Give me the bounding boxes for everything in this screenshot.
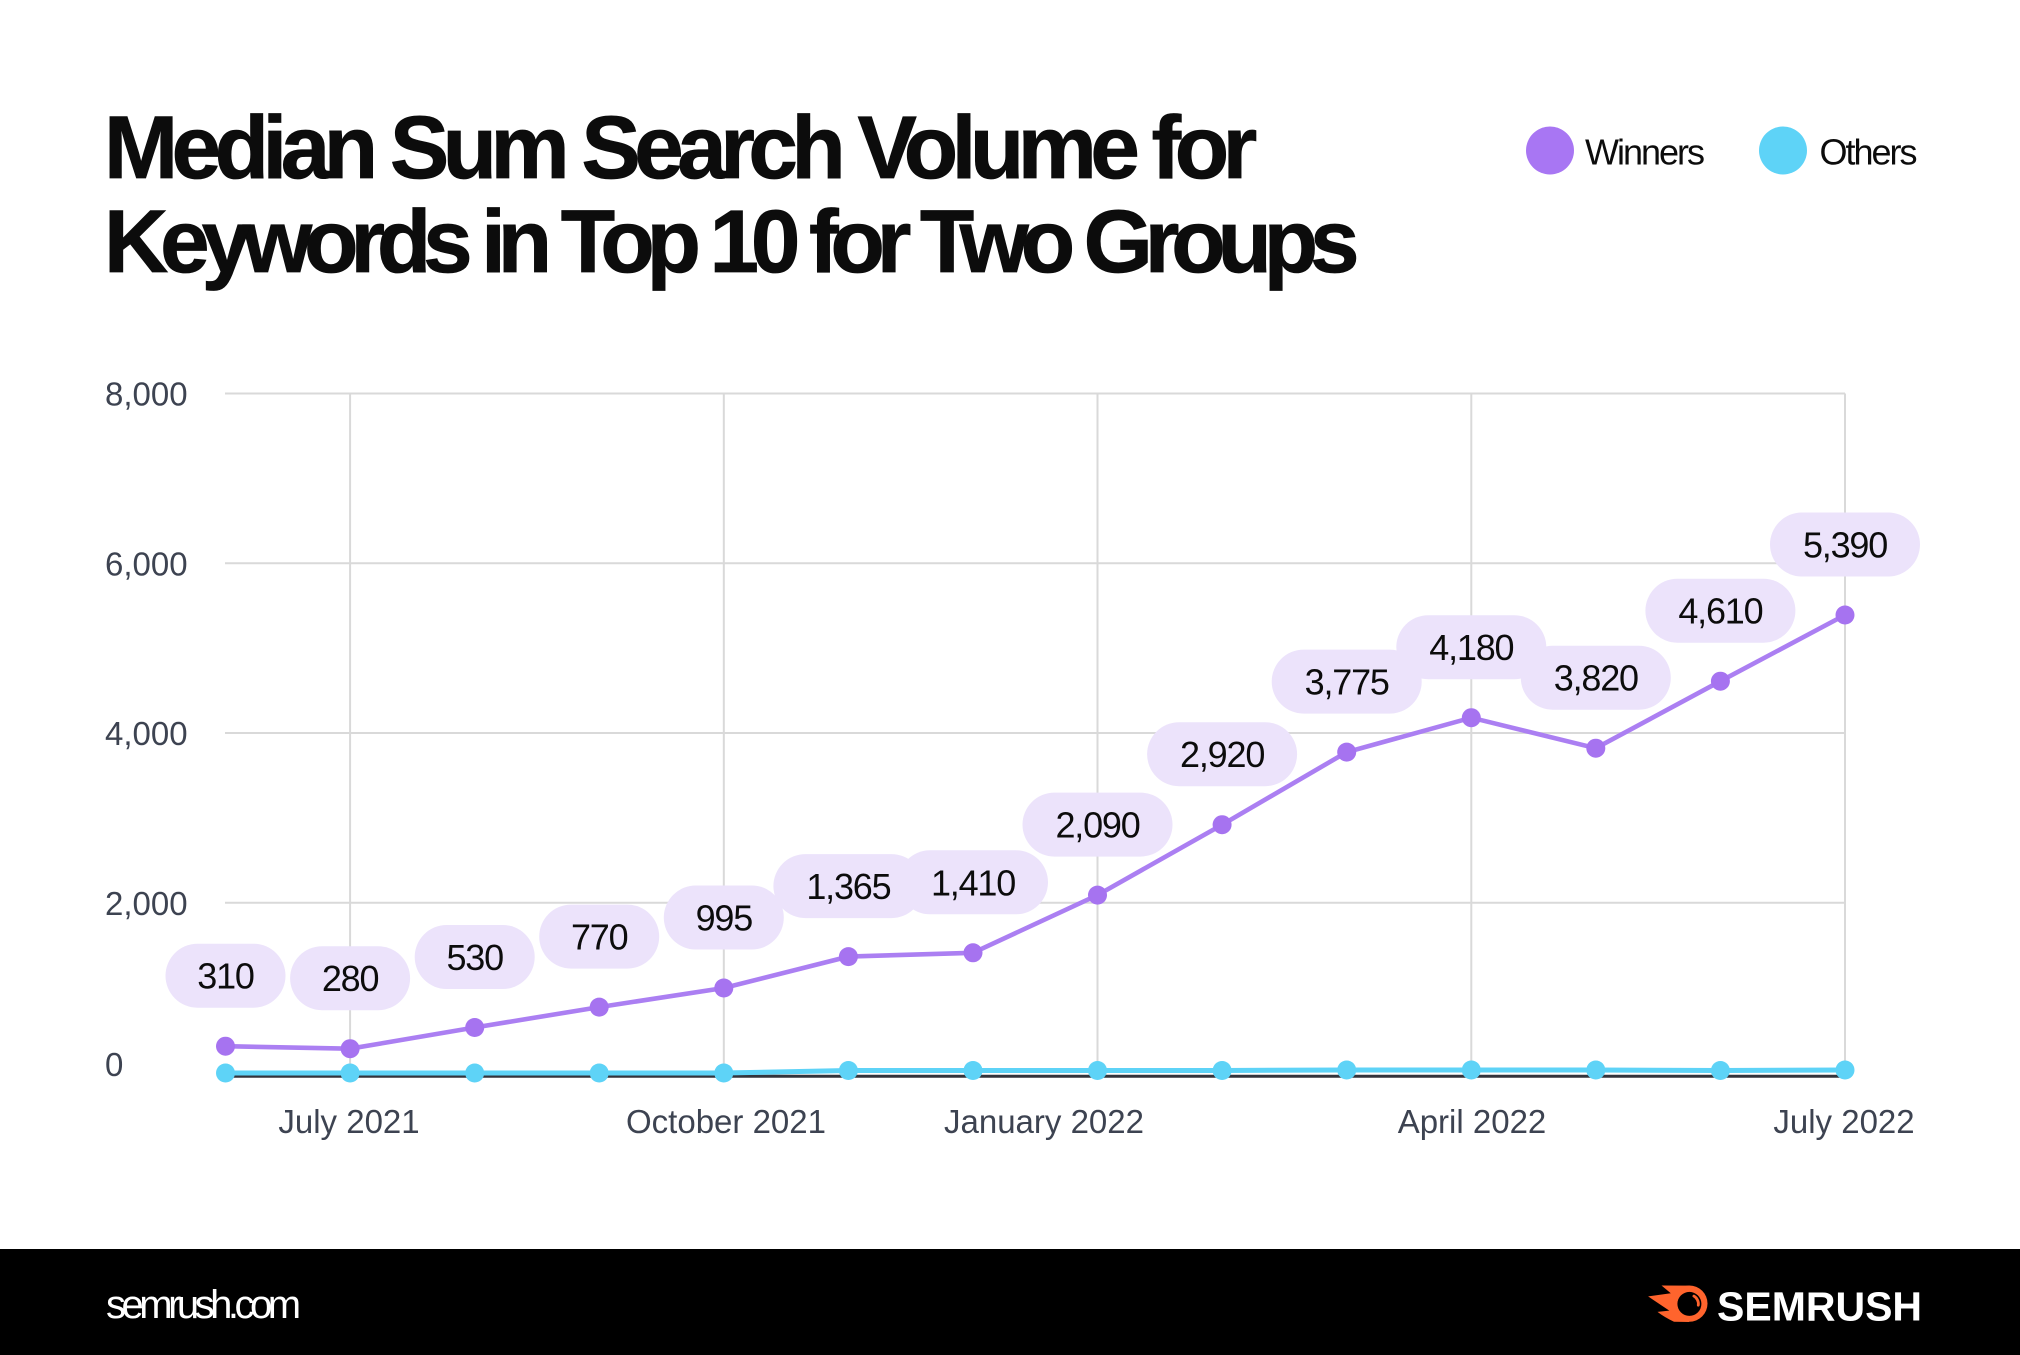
svg-text:April 2022: April 2022 <box>1398 1103 1547 1140</box>
svg-text:1,410: 1,410 <box>931 862 1015 903</box>
svg-text:July 2022: July 2022 <box>1773 1103 1914 1140</box>
svg-text:995: 995 <box>696 898 753 939</box>
svg-text:4,000: 4,000 <box>105 715 188 752</box>
svg-text:2,000: 2,000 <box>105 885 188 922</box>
svg-text:4,610: 4,610 <box>1678 591 1762 632</box>
svg-text:8,000: 8,000 <box>105 376 188 413</box>
svg-text:Others: Others <box>1820 132 1917 173</box>
svg-text:770: 770 <box>571 917 628 958</box>
svg-text:280: 280 <box>322 958 379 999</box>
svg-text:5,390: 5,390 <box>1803 525 1887 566</box>
svg-text:0: 0 <box>105 1046 123 1083</box>
svg-text:SEMRUSH: SEMRUSH <box>1717 1284 1922 1330</box>
svg-text:Winners: Winners <box>1585 132 1704 173</box>
svg-text:4,180: 4,180 <box>1429 627 1513 668</box>
svg-text:6,000: 6,000 <box>105 545 188 582</box>
svg-text:January 2022: January 2022 <box>944 1103 1144 1140</box>
svg-text:2,090: 2,090 <box>1055 805 1139 846</box>
svg-text:3,820: 3,820 <box>1554 658 1638 699</box>
svg-text:October 2021: October 2021 <box>626 1103 826 1140</box>
svg-text:530: 530 <box>446 937 503 978</box>
svg-text:July 2021: July 2021 <box>278 1103 419 1140</box>
svg-text:310: 310 <box>197 956 254 997</box>
svg-text:1,365: 1,365 <box>806 866 890 907</box>
svg-text:2,920: 2,920 <box>1180 734 1264 775</box>
svg-text:3,775: 3,775 <box>1305 662 1389 703</box>
